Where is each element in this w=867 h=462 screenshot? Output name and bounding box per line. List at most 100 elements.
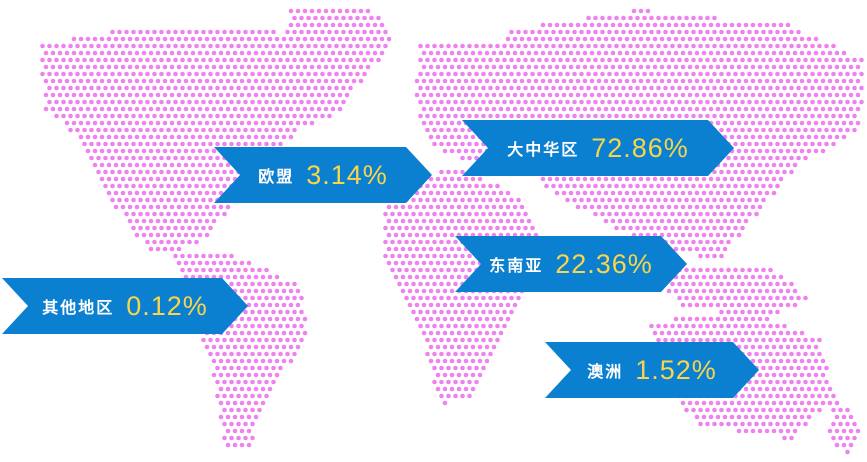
- map-dot: [754, 169, 759, 175]
- map-dot: [145, 169, 150, 175]
- map-dot: [775, 281, 780, 287]
- map-dot: [708, 204, 714, 210]
- map-dot: [208, 351, 213, 357]
- map-dot: [320, 85, 325, 91]
- map-dot: [673, 176, 679, 182]
- map-dot: [253, 64, 259, 70]
- map-dot: [712, 407, 717, 413]
- map-dot: [75, 71, 80, 77]
- map-dot: [474, 309, 479, 315]
- map-dot: [757, 204, 763, 210]
- map-dot: [194, 29, 199, 35]
- map-dot: [810, 351, 815, 357]
- map-dot: [103, 141, 108, 147]
- map-dot: [99, 64, 105, 70]
- map-dot: [582, 190, 588, 196]
- map-dot: [502, 225, 507, 231]
- map-dot: [509, 71, 514, 77]
- map-dot: [698, 113, 703, 119]
- map-dot: [691, 85, 696, 91]
- map-dot: [561, 50, 567, 56]
- map-dot: [197, 50, 203, 56]
- map-dot: [271, 365, 276, 371]
- map-dot: [236, 393, 241, 399]
- map-dot: [152, 169, 157, 175]
- map-dot: [288, 106, 294, 112]
- map-dot: [183, 78, 189, 84]
- map-dot: [134, 190, 140, 196]
- map-dot: [243, 85, 248, 91]
- map-dot: [302, 64, 308, 70]
- map-dot: [173, 85, 178, 91]
- map-dot: [778, 22, 784, 28]
- map-dot: [845, 421, 850, 427]
- map-dot: [407, 246, 413, 252]
- map-dot: [481, 43, 486, 49]
- map-dot: [239, 400, 245, 406]
- map-dot: [680, 190, 686, 196]
- map-dot: [796, 43, 801, 49]
- map-dot: [330, 50, 336, 56]
- map-dot: [215, 57, 220, 63]
- map-dot: [519, 64, 525, 70]
- map-dot: [820, 372, 826, 378]
- map-dot: [418, 43, 423, 49]
- map-dot: [694, 288, 700, 294]
- map-dot: [747, 393, 752, 399]
- map-dot: [358, 78, 364, 84]
- map-dot: [236, 337, 241, 343]
- map-dot: [670, 211, 675, 217]
- map-dot: [841, 78, 847, 84]
- map-dot: [813, 106, 819, 112]
- map-dot: [743, 120, 749, 126]
- map-dot: [831, 57, 836, 63]
- map-dot: [502, 99, 507, 105]
- map-dot: [841, 134, 847, 140]
- map-dot: [120, 64, 126, 70]
- map-dot: [481, 57, 486, 63]
- map-dot: [803, 365, 808, 371]
- map-dot: [670, 113, 675, 119]
- map-dot: [222, 71, 227, 77]
- map-dot: [61, 113, 66, 119]
- map-dot: [397, 267, 402, 273]
- map-dot: [194, 225, 199, 231]
- map-dot: [736, 22, 742, 28]
- map-dot: [792, 36, 798, 42]
- map-dot: [719, 29, 724, 35]
- map-dot: [166, 183, 171, 189]
- map-dot: [778, 274, 784, 280]
- map-dot: [278, 309, 283, 315]
- map-dot: [764, 288, 770, 294]
- map-dot: [484, 218, 490, 224]
- map-dot: [453, 99, 458, 105]
- map-dot: [474, 295, 479, 301]
- map-dot: [194, 155, 199, 161]
- map-dot: [274, 78, 280, 84]
- map-dot: [610, 218, 616, 224]
- map-dot: [432, 141, 437, 147]
- map-dot: [554, 50, 560, 56]
- map-dot: [593, 15, 598, 21]
- map-dot: [173, 113, 178, 119]
- map-dot: [852, 435, 857, 441]
- map-dot: [806, 344, 812, 350]
- map-dot: [404, 281, 409, 287]
- map-dot: [204, 260, 210, 266]
- map-dot: [757, 330, 763, 336]
- map-dot: [796, 421, 801, 427]
- map-dot: [421, 92, 427, 98]
- map-dot: [719, 183, 724, 189]
- map-dot: [169, 218, 175, 224]
- map-dot: [197, 162, 203, 168]
- map-dot: [782, 141, 787, 147]
- map-dot: [768, 99, 773, 105]
- map-dot: [470, 358, 476, 364]
- map-dot: [113, 64, 119, 70]
- map-dot: [386, 246, 392, 252]
- map-dot: [446, 127, 451, 133]
- map-dot: [729, 106, 735, 112]
- map-dot: [288, 316, 294, 322]
- map-dot: [449, 260, 455, 266]
- map-dot: [442, 260, 448, 266]
